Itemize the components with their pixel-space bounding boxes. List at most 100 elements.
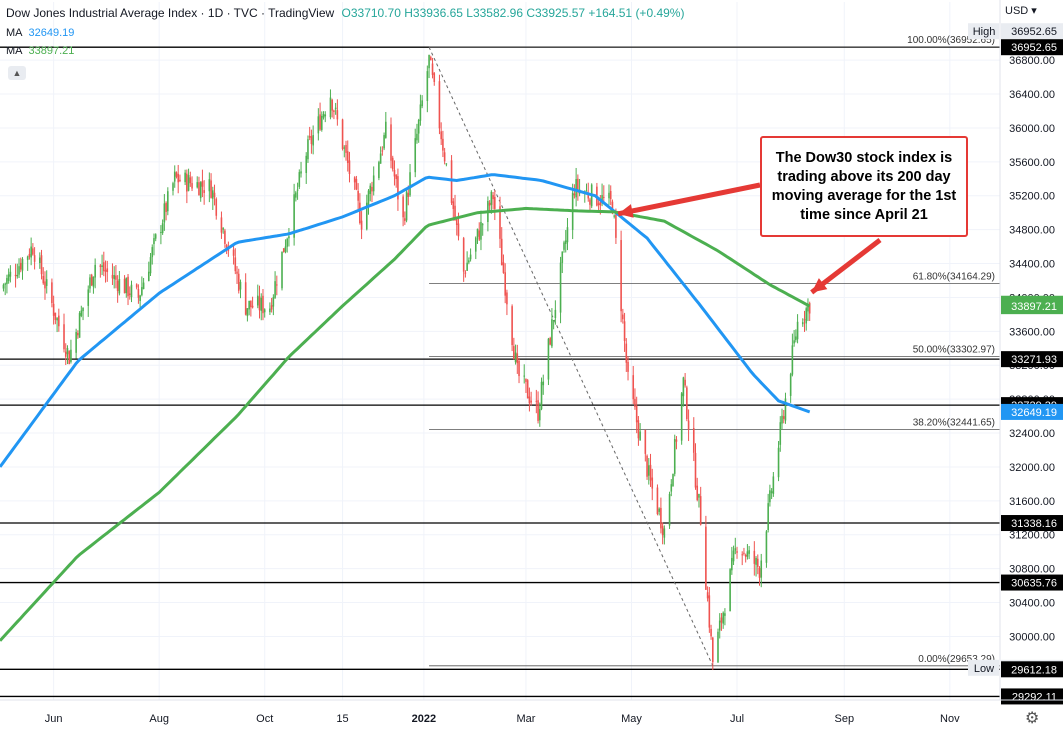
candle-body (755, 557, 757, 565)
candle-body (421, 100, 423, 107)
gear-icon[interactable]: ⚙ (1025, 710, 1040, 727)
candle-body (42, 275, 45, 284)
candle-body (525, 378, 527, 382)
candle-body (452, 201, 455, 209)
price-tick-label: 33600.00 (1009, 326, 1055, 338)
price-label-tag: High (973, 26, 996, 38)
fib-level-label: 38.20%(32441.65) (913, 418, 995, 429)
candle-body (765, 531, 768, 563)
candle-body (615, 214, 617, 238)
candle-body (66, 347, 69, 355)
candle-body (173, 171, 176, 182)
candle-body (680, 393, 683, 441)
candle-body (646, 455, 648, 477)
candle-body (405, 191, 408, 221)
candle-body (215, 198, 218, 216)
candle-body (720, 617, 723, 623)
chart-grid (0, 2, 1000, 700)
candle-body (758, 567, 761, 578)
time-tick-label: 2022 (412, 713, 436, 725)
candle-body (549, 338, 551, 345)
candle-body (656, 487, 659, 515)
candle-body (142, 282, 145, 289)
candle-body (149, 257, 152, 274)
candle-body (500, 238, 503, 266)
candle-body (397, 176, 399, 200)
candle-body (177, 173, 180, 183)
candle-body (236, 271, 238, 274)
candle-body (256, 295, 259, 306)
candle-body (724, 613, 726, 616)
candle-body (741, 554, 744, 556)
candle-body (54, 312, 57, 320)
candle-body (684, 379, 686, 386)
candle-body (478, 230, 481, 240)
price-tick-label: 31600.00 (1009, 496, 1055, 508)
candle-body (661, 526, 664, 536)
price-tick-label: 30800.00 (1009, 564, 1055, 576)
candle-body (212, 190, 214, 199)
candle-body (622, 314, 624, 320)
candle-body (224, 230, 226, 244)
candle-body (488, 202, 491, 206)
candle-body (417, 120, 420, 134)
candle-body (45, 279, 48, 286)
candle-body (284, 246, 287, 252)
price-tick-label: 34800.00 (1009, 225, 1055, 237)
candle-body (807, 304, 809, 312)
arrow-to-april-head (618, 204, 634, 218)
arrow-to-april (617, 182, 761, 217)
candle-body (518, 360, 520, 377)
time-tick-label: May (621, 713, 642, 725)
price-label-bg (1001, 574, 1063, 591)
ma-100-legend[interactable]: MA 32649.19 (6, 27, 74, 39)
symbol-title[interactable]: Dow Jones Industrial Average Index · 1D … (6, 6, 335, 20)
candle-body (756, 558, 759, 567)
candle-body (77, 333, 79, 336)
price-tick-label: 34400.00 (1009, 259, 1055, 271)
candle-body (40, 255, 43, 275)
candle-body (416, 133, 418, 141)
candle-body (603, 196, 605, 198)
candle-body (32, 248, 34, 255)
chart-header: Dow Jones Industrial Average Index · 1D … (6, 6, 684, 20)
time-tick-label: Sep (835, 713, 855, 725)
candle-body (101, 265, 103, 267)
candle-body (559, 262, 562, 313)
candle-body (172, 183, 174, 191)
candle-body (244, 282, 247, 315)
candle-body (402, 196, 404, 218)
candle-body (161, 223, 164, 234)
candle-body (308, 135, 311, 138)
ma-200-value: 33897.21 (28, 45, 75, 57)
price-label: 32649.19 (1011, 407, 1057, 419)
price-label: 36952.65 (1011, 26, 1057, 38)
candle-body (9, 271, 12, 277)
candle-body (324, 114, 327, 117)
chevron-up-icon[interactable]: ▲ (8, 66, 26, 80)
price-label-bg (1001, 403, 1063, 420)
candle-body (499, 206, 501, 239)
ohlc-values: O33710.70 H33936.65 L33582.96 C33925.57 … (341, 6, 685, 20)
candle-body (14, 274, 17, 277)
ma-200-legend[interactable]: MA 33897.21 (6, 45, 74, 57)
candle-body (431, 63, 434, 75)
time-tick-label: Oct (256, 713, 273, 725)
time-axis: Jun Aug Oct 15 2022 Mar May Jul Sep Nov (0, 699, 1063, 725)
candle-body (239, 281, 242, 290)
candle-body (779, 422, 782, 445)
candle-body (175, 172, 178, 177)
candle-body (409, 172, 411, 196)
candle-body (381, 150, 384, 152)
moving-averages (0, 173, 811, 642)
candle-body (64, 351, 67, 357)
price-tick-label: 35200.00 (1009, 191, 1055, 203)
currency-selector[interactable]: USD ▾ (1005, 5, 1037, 17)
candle-body (717, 631, 719, 663)
candle-body (551, 319, 553, 347)
candle-body (601, 195, 603, 204)
candle-body (322, 114, 325, 118)
candle-body (203, 190, 205, 193)
candle-body (796, 321, 799, 340)
